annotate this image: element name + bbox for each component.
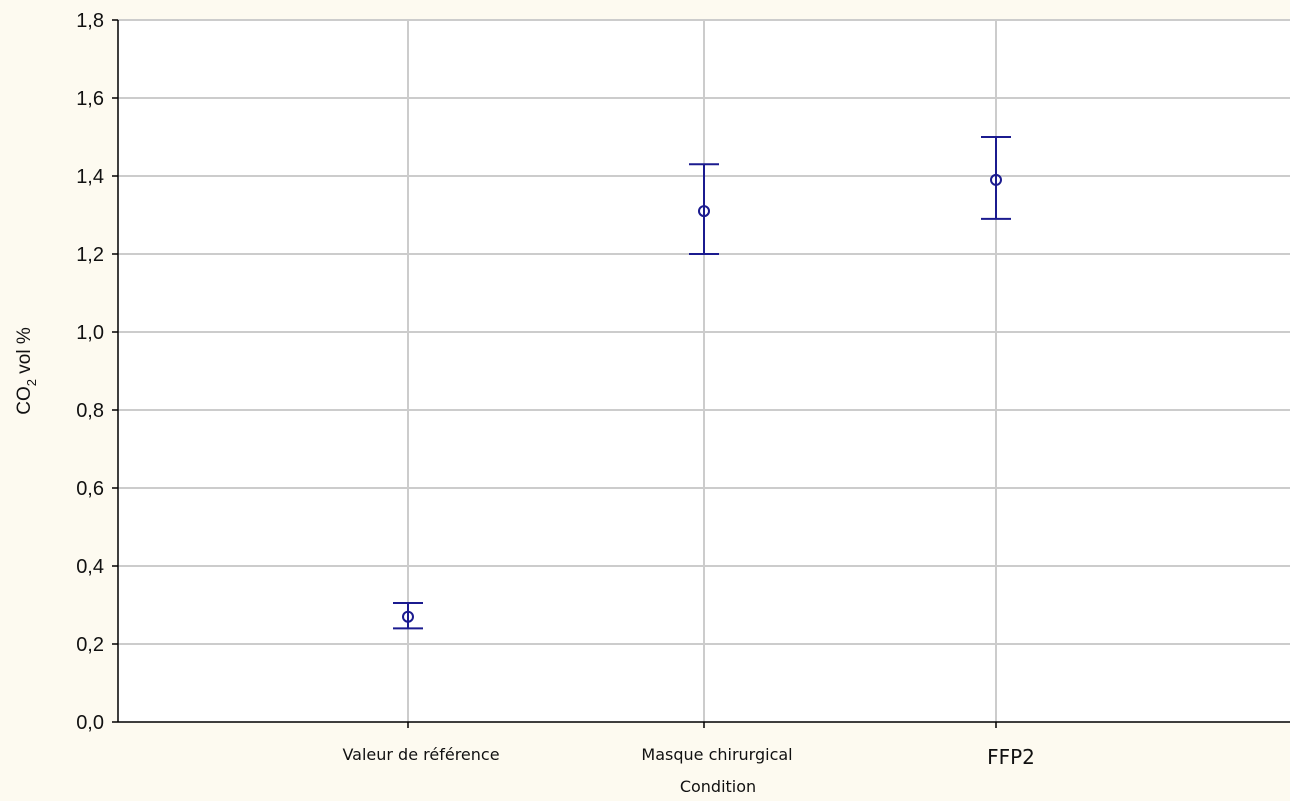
data-point: [990, 173, 1002, 186]
y-tick-label: 1,4: [76, 166, 104, 188]
data-point: [698, 205, 710, 218]
y-tick-label: 0,8: [76, 400, 104, 422]
y-tick-label: 1,2: [76, 244, 104, 266]
y-tick-label: 0,6: [76, 478, 104, 500]
y-tick-label: 1,0: [76, 322, 104, 344]
x-axis-title: Condition: [680, 777, 756, 796]
y-axis-title-subscript: 2: [24, 379, 39, 386]
y-tick-label: 0,2: [76, 634, 104, 656]
y-tick-label: 1,8: [76, 10, 104, 32]
y-axis-title: CO2 vol %: [14, 327, 39, 415]
y-tick-label: 0,0: [76, 712, 104, 734]
x-label-layer: Valeur de référence Masque chirurgical FFP…: [342, 722, 1035, 769]
marks-layer: [393, 136, 1011, 630]
data-point: [402, 610, 414, 623]
y-axis-title-suffix: vol %: [14, 327, 35, 379]
x-category-label: Valeur de référence: [342, 745, 499, 764]
y-tick-label: 1,6: [76, 88, 104, 110]
x-category-label: FFP2: [987, 745, 1035, 769]
y-axis-title-main: CO: [14, 386, 35, 415]
x-category-label: Masque chirurgical: [641, 745, 792, 764]
y-tick-layer: 0,0 0,2 0,4 0,6 0,8 1,0 1,2 1,4 1,6 1,8: [76, 10, 118, 734]
y-tick-label: 0,4: [76, 556, 104, 578]
